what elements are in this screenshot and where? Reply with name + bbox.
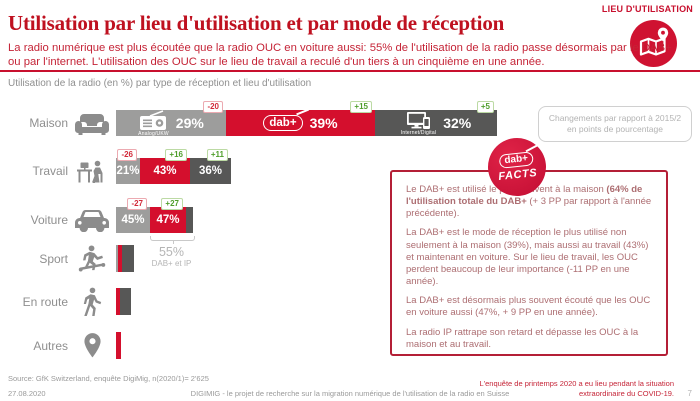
source-note: Source: GfK Switzerland, enquête DigiMig… (8, 374, 209, 383)
change-note-box: Changements par rapport à 2015/2 en poin… (538, 106, 692, 142)
row-label: Travail (32, 164, 68, 178)
bar-value: 29% (175, 115, 204, 131)
change-badge: -27 (127, 198, 147, 210)
facts-box: Le DAB+ est utilisé le plus souvent à la… (390, 170, 668, 356)
footer-date: 27.08.2020 (8, 389, 46, 398)
header-divider (0, 70, 700, 72)
bar-segment-ip (120, 288, 131, 315)
dab-logo: dab+ (498, 151, 534, 169)
page-subtitle: La radio numérique est plus écoutée que … (8, 42, 672, 69)
bar-value: 36% (198, 165, 223, 177)
facts-paragraph: La DAB+ est le mode de réception le plus… (406, 227, 654, 288)
bar-segment-dab (116, 288, 120, 315)
stacked-bar (116, 332, 121, 359)
covid-note: L'enquête de printemps 2020 a eu lieu pe… (479, 379, 675, 399)
dab-ip-share-annotation: 55% DAB+ et IP (127, 245, 217, 269)
row-label: En route (22, 294, 68, 309)
page-title: Utilisation par lieu d'utilisation et pa… (8, 11, 505, 35)
facts-paragraph: La radio IP rattrape son retard et dépas… (406, 327, 654, 351)
bar-segment-analog: 45% -27 (116, 198, 150, 233)
change-badge: +27 (161, 198, 183, 210)
bar-segment-dab (118, 245, 122, 272)
bar-value: 21% (116, 165, 140, 177)
bar-segment-dab: 43% +16 (140, 149, 190, 184)
page-number: 7 (687, 389, 692, 398)
chart-row: Maison Analog/UKW 29% -20 dab+ 39% +15 Internet… (8, 101, 497, 137)
treadmill-icon (71, 244, 113, 273)
desk-worker-icon (71, 158, 113, 184)
change-badge: +5 (476, 101, 494, 113)
annotation-value: 55% (158, 245, 185, 259)
reception-type-caption: Analog/UKW (138, 130, 169, 137)
section-kicker: LIEU D'UTILISATION (601, 4, 693, 14)
dab-logo: dab+ (263, 115, 303, 131)
chart-caption: Utilisation de la radio (en %) par type … (8, 78, 312, 89)
bar-value: 45% (121, 214, 145, 226)
bar-segment-dab: dab+ 39% +15 (226, 101, 375, 136)
internet-digital-icon: Internet/Digital (401, 111, 436, 136)
bar-segment-dab: 47% +27 (150, 198, 186, 233)
stacked-bar: 45% -27 47% +27 (116, 198, 193, 233)
bar-segment-ip (186, 207, 193, 233)
bar-segment-analog (116, 245, 118, 272)
bar-segment-analog: 21% -26 (116, 149, 140, 184)
chart-row: Sport (8, 245, 134, 272)
stacked-bar: Analog/UKW 29% -20 dab+ 39% +15 Internet/Digit… (116, 101, 497, 137)
facts-text: La DAB+ est le mode de réception le plus… (406, 227, 649, 288)
change-badge: +15 (350, 101, 372, 113)
row-label: Sport (39, 251, 68, 266)
chart-row: En route (8, 287, 131, 316)
row-label: Maison (29, 116, 68, 130)
bar-value: 32% (443, 115, 472, 131)
car-icon (71, 208, 113, 232)
chart-row: Travail 21% -26 43% +16 36% +11 (8, 149, 231, 184)
facts-text: La radio IP rattrape son retard et dépas… (406, 326, 639, 350)
facts-text: (64% de l'utilisation totale du DAB+ (406, 184, 643, 208)
bar-value: 47% (156, 214, 180, 226)
radio-analog-icon: Analog/UKW (138, 109, 169, 137)
facts-paragraph: La DAB+ est désormais plus souvent écout… (406, 295, 654, 319)
change-badge: -20 (203, 101, 223, 113)
change-badge: +11 (206, 149, 228, 161)
change-badge: +16 (165, 149, 187, 161)
bar-segment-dab (116, 332, 121, 359)
footer-project: DIGIMIG - le projet de recherche sur la … (190, 389, 510, 398)
sofa-icon (71, 111, 113, 135)
bar-value: 43% (153, 165, 177, 177)
reception-type-caption: Internet/Digital (400, 129, 437, 136)
stacked-bar (116, 288, 131, 315)
row-label: Voiture (30, 213, 68, 227)
stacked-bar: 21% -26 43% +16 36% +11 (116, 149, 231, 184)
row-label: Autres (33, 338, 68, 353)
bar-segment-ip (122, 245, 134, 272)
chart-row: Voiture 45% -27 47% +27 (8, 198, 193, 233)
bar-segment-ip: Internet/Digital 32% +5 (375, 101, 497, 136)
bar-value: 39% (309, 115, 338, 131)
chart-row: Autres (8, 332, 121, 359)
facts-word: FACTS (497, 166, 538, 183)
facts-text: La DAB+ est désormais plus souvent écout… (406, 295, 651, 319)
change-badge: -26 (117, 149, 137, 161)
stacked-bar (116, 245, 134, 272)
map-pin-icon (71, 332, 113, 359)
facts-text: (+ 3 PP par rapport à l'année précédente… (406, 196, 652, 220)
bar-segment-ip: 36% +11 (190, 149, 231, 184)
brace (150, 236, 195, 244)
annotation-caption: DAB+ et IP (151, 259, 192, 269)
location-map-icon (629, 19, 678, 68)
walker-icon (71, 287, 113, 316)
bar-segment-analog: Analog/UKW 29% -20 (116, 101, 226, 137)
